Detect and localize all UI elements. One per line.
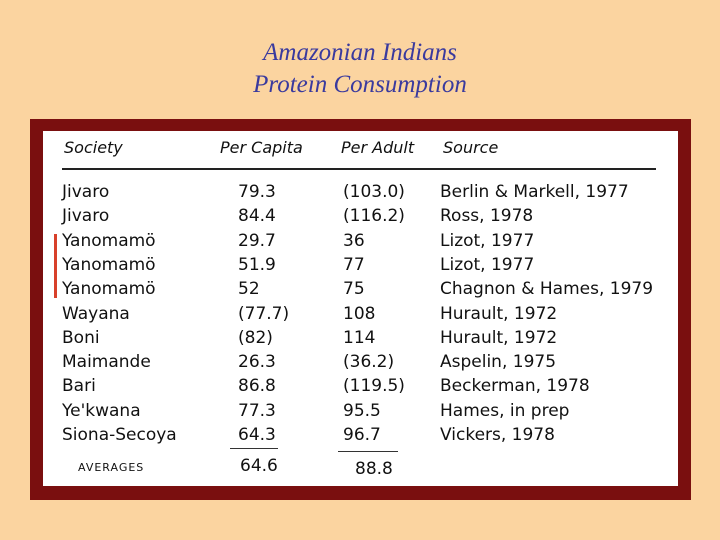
cell-society: Ye'kwana	[62, 400, 141, 421]
averages-rule-capita	[230, 448, 278, 449]
cell-society: Jivaro	[62, 182, 110, 202]
cell-source: Ross, 1978	[440, 206, 534, 227]
cell-source: Lizot, 1977	[440, 230, 535, 251]
cell-per-capita: 29.7	[238, 230, 276, 251]
cell-per-capita: 79.3	[238, 182, 276, 202]
averages-rule-adult	[338, 451, 398, 452]
cell-per-adult: 114	[343, 327, 376, 348]
cell-source: Hames, in prep	[440, 400, 570, 421]
title-line-2: Protein Consumption	[253, 71, 467, 98]
header-society: Society	[64, 138, 123, 157]
cell-per-capita: 77.3	[238, 400, 276, 421]
cell-per-adult: 77	[343, 254, 365, 275]
cell-source: Aspelin, 1975	[440, 352, 557, 373]
cell-society: Yanomamö	[62, 230, 156, 251]
cell-society: Jivaro	[62, 206, 110, 227]
cell-society: Bari	[62, 376, 96, 397]
cell-society: Boni	[62, 327, 100, 348]
cell-society: Siona-Secoya	[62, 425, 177, 445]
cell-per-adult: (119.5)	[343, 376, 405, 397]
header-per-capita: Per Capita	[220, 138, 303, 157]
cell-source: Vickers, 1978	[440, 425, 555, 445]
header-source: Source	[443, 138, 499, 157]
cell-per-capita: 84.4	[238, 206, 276, 227]
cell-society: Wayana	[62, 303, 130, 324]
cell-per-capita: 64.3	[238, 425, 276, 445]
cell-per-capita: 26.3	[238, 352, 276, 373]
header-per-adult: Per Adult	[341, 138, 415, 157]
cell-society: Yanomamö	[62, 279, 156, 300]
cell-per-capita: 51.9	[238, 254, 276, 275]
yanomamo-bracket	[54, 234, 57, 298]
cell-source: Hurault, 1972	[440, 303, 558, 324]
cell-society: Yanomamö	[62, 254, 156, 275]
cell-per-adult: (116.2)	[343, 206, 405, 227]
averages-per-capita: 64.6	[240, 456, 278, 476]
cell-source: Hurault, 1972	[440, 327, 558, 348]
cell-per-adult: 96.7	[343, 425, 381, 445]
cell-source: Beckerman, 1978	[440, 376, 590, 397]
cell-per-adult: 36	[343, 230, 365, 251]
cell-per-capita: (77.7)	[238, 303, 290, 324]
cell-per-adult: (36.2)	[343, 352, 395, 373]
cell-per-capita: 52	[238, 279, 260, 300]
cell-per-capita: (82)	[238, 327, 273, 348]
cell-source: Lizot, 1977	[440, 254, 535, 275]
cell-source: Chagnon & Hames, 1979	[440, 279, 654, 300]
cell-per-adult: 95.5	[343, 400, 381, 421]
cell-per-capita: 86.8	[238, 376, 276, 397]
cell-source: Berlin & Markell, 1977	[440, 182, 629, 202]
cell-per-adult: 108	[343, 303, 376, 324]
averages-label: AVERAGES	[78, 461, 145, 474]
cell-per-adult: 75	[343, 279, 365, 300]
cell-per-adult: (103.0)	[343, 182, 405, 202]
averages-per-adult: 88.8	[355, 459, 393, 479]
cell-society: Maimande	[62, 352, 151, 373]
title-line-1: Amazonian Indians	[263, 39, 457, 66]
table-sheet	[43, 131, 678, 486]
header-rule	[62, 168, 656, 170]
